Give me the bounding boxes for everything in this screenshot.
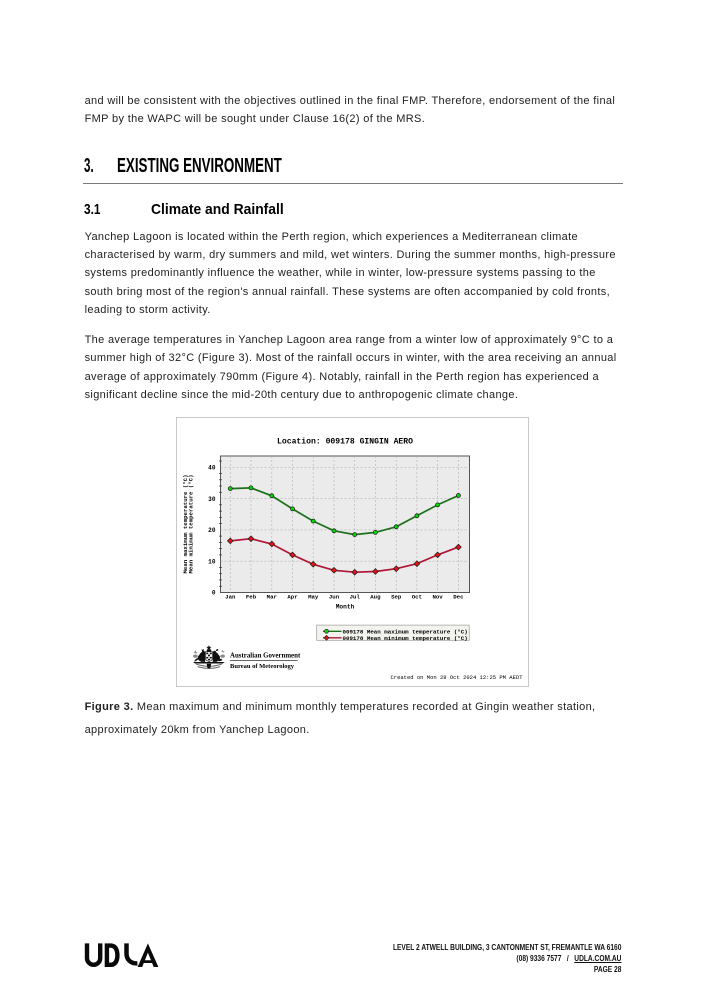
svg-text:20: 20 — [208, 527, 216, 534]
svg-text:May: May — [308, 594, 319, 601]
svg-text:0: 0 — [212, 590, 216, 597]
svg-text:Nov: Nov — [432, 594, 443, 601]
svg-text:Bureau of Meteorology: Bureau of Meteorology — [230, 663, 295, 670]
svg-text:Apr: Apr — [287, 594, 297, 601]
svg-text:30: 30 — [208, 496, 216, 503]
svg-text:Aug: Aug — [370, 594, 381, 601]
svg-text:10: 10 — [208, 558, 216, 565]
svg-text:Oct: Oct — [412, 594, 422, 601]
svg-text:Australian Government: Australian Government — [230, 653, 301, 660]
svg-text:009178 Mean minimum temperatur: 009178 Mean minimum temperature (°C) — [343, 635, 468, 642]
svg-text:Feb: Feb — [246, 594, 257, 601]
svg-text:Jan: Jan — [225, 594, 236, 601]
svg-text:Mean minimum temperature (°C): Mean minimum temperature (°C) — [188, 475, 195, 574]
svg-text:009178 Mean maximum temperatur: 009178 Mean maximum temperature (°C) — [343, 628, 468, 635]
svg-text:Jul: Jul — [350, 594, 361, 601]
svg-text:Sep: Sep — [391, 594, 402, 601]
svg-text:Location: 009178 GINGIN AERO: Location: 009178 GINGIN AERO — [277, 438, 413, 447]
svg-text:Created on Mon 28 Oct 2024 12:: Created on Mon 28 Oct 2024 12:25 PM AEDT — [390, 674, 523, 681]
svg-text:40: 40 — [208, 465, 216, 472]
svg-text:Jun: Jun — [329, 594, 340, 601]
svg-text:Dec: Dec — [453, 594, 464, 601]
svg-text:Mean maximum temperature (°C): Mean maximum temperature (°C) — [182, 475, 189, 574]
svg-text:Mar: Mar — [267, 594, 277, 601]
svg-text:Month: Month — [336, 604, 355, 611]
